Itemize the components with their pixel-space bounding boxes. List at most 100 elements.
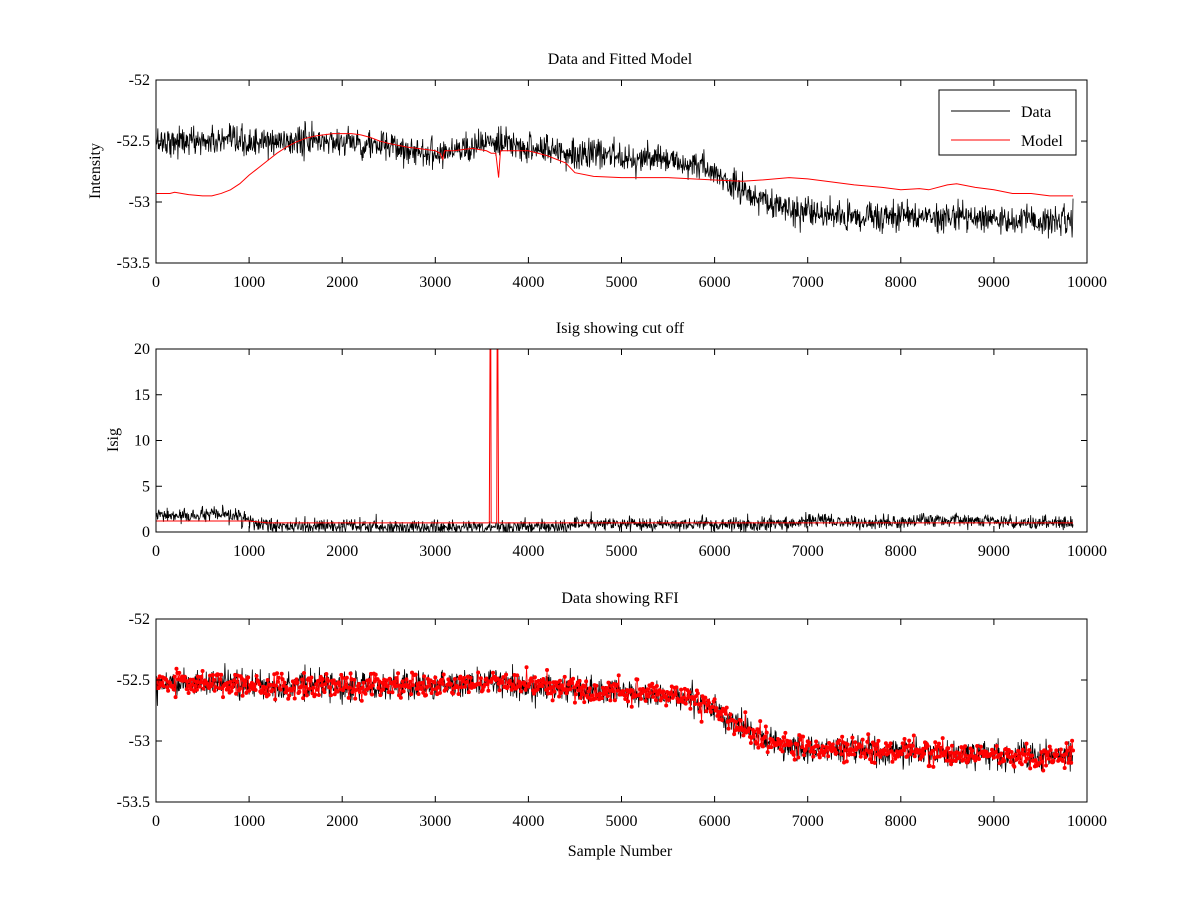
series-marker bbox=[159, 681, 164, 686]
series-marker bbox=[237, 686, 242, 691]
series-marker bbox=[679, 687, 684, 692]
series-marker bbox=[844, 759, 849, 764]
series-marker bbox=[299, 684, 304, 689]
series-marker bbox=[197, 684, 202, 689]
series-marker bbox=[452, 677, 457, 682]
series-marker bbox=[164, 677, 169, 682]
series-marker bbox=[416, 691, 421, 696]
series-marker bbox=[439, 677, 444, 682]
series-marker bbox=[616, 673, 621, 678]
x-tick-label: 6000 bbox=[699, 274, 731, 291]
series-marker bbox=[353, 696, 358, 701]
series-marker bbox=[643, 698, 648, 703]
series-marker bbox=[963, 744, 968, 749]
x-tick-label: 7000 bbox=[792, 274, 824, 291]
series-marker bbox=[1019, 762, 1024, 767]
series-marker bbox=[777, 742, 782, 747]
series-marker bbox=[480, 688, 485, 693]
series-marker bbox=[1024, 741, 1029, 746]
series-marker bbox=[462, 675, 467, 680]
series-marker bbox=[556, 685, 561, 690]
series-marker bbox=[432, 680, 437, 685]
series-marker bbox=[252, 682, 257, 687]
series-marker bbox=[801, 734, 806, 739]
series-marker bbox=[297, 689, 302, 694]
series-marker bbox=[728, 712, 733, 717]
series-marker bbox=[811, 754, 816, 759]
series-marker bbox=[373, 672, 378, 677]
series-marker bbox=[970, 748, 975, 753]
series-marker bbox=[254, 674, 259, 679]
series-marker bbox=[645, 687, 650, 692]
series-marker bbox=[702, 700, 707, 705]
series-marker bbox=[911, 733, 916, 738]
series-marker bbox=[823, 748, 828, 753]
x-tick-label: 10000 bbox=[1067, 543, 1107, 560]
x-tick-label: 5000 bbox=[606, 543, 638, 560]
series-marker bbox=[562, 674, 567, 679]
series-marker bbox=[758, 719, 763, 724]
series-marker bbox=[376, 685, 381, 690]
series-marker bbox=[623, 697, 628, 702]
series-marker bbox=[360, 685, 365, 690]
series-marker bbox=[311, 685, 316, 690]
series-marker bbox=[864, 748, 869, 753]
series-marker bbox=[629, 704, 634, 709]
series-marker bbox=[600, 685, 605, 690]
series-marker bbox=[346, 695, 351, 700]
series-marker bbox=[518, 689, 523, 694]
x-tick-label: 7000 bbox=[792, 543, 824, 560]
series-marker bbox=[912, 754, 917, 759]
series-marker bbox=[650, 681, 655, 686]
series-marker bbox=[852, 752, 857, 757]
series-marker bbox=[478, 676, 483, 681]
series-marker bbox=[422, 674, 427, 679]
series-marker bbox=[920, 754, 925, 759]
series-marker bbox=[666, 697, 671, 702]
series-markers bbox=[156, 665, 1076, 773]
series-marker bbox=[910, 743, 915, 748]
series-marker bbox=[361, 680, 366, 685]
series-marker bbox=[862, 751, 867, 756]
series-marker bbox=[937, 754, 942, 759]
series-marker bbox=[950, 743, 954, 748]
series-marker bbox=[278, 687, 283, 692]
x-tick-label: 5000 bbox=[606, 274, 638, 291]
series-marker bbox=[765, 750, 770, 755]
series-marker bbox=[764, 730, 769, 735]
series-marker bbox=[407, 685, 412, 690]
series-marker bbox=[687, 690, 692, 695]
series-marker bbox=[219, 672, 224, 677]
series-marker bbox=[378, 693, 383, 698]
series-marker bbox=[540, 684, 545, 689]
series-marker bbox=[594, 683, 599, 688]
series-marker bbox=[651, 694, 656, 699]
series-marker bbox=[1058, 747, 1063, 752]
series-marker bbox=[468, 675, 473, 680]
series-marker bbox=[1048, 748, 1053, 753]
series-marker bbox=[211, 677, 216, 682]
series-marker bbox=[173, 695, 178, 700]
series-marker bbox=[949, 762, 954, 767]
series-marker bbox=[612, 698, 617, 703]
series-noisy-line bbox=[156, 120, 1074, 239]
series-marker bbox=[171, 687, 176, 692]
series-marker bbox=[177, 670, 182, 675]
series-marker bbox=[1067, 756, 1072, 761]
series-marker bbox=[348, 671, 353, 676]
series-marker bbox=[635, 677, 640, 682]
series-marker bbox=[876, 738, 881, 743]
series-marker bbox=[193, 684, 198, 689]
series-marker bbox=[244, 690, 249, 695]
series-marker bbox=[801, 753, 806, 757]
series-marker bbox=[319, 683, 324, 688]
series-marker bbox=[515, 673, 520, 678]
series-marker bbox=[572, 685, 577, 690]
series-marker bbox=[663, 695, 668, 700]
series-marker bbox=[404, 677, 409, 682]
series-marker bbox=[927, 763, 932, 768]
series-marker bbox=[200, 669, 205, 674]
series-marker bbox=[355, 687, 360, 692]
series-marker bbox=[659, 696, 664, 701]
series-marker bbox=[316, 692, 321, 697]
